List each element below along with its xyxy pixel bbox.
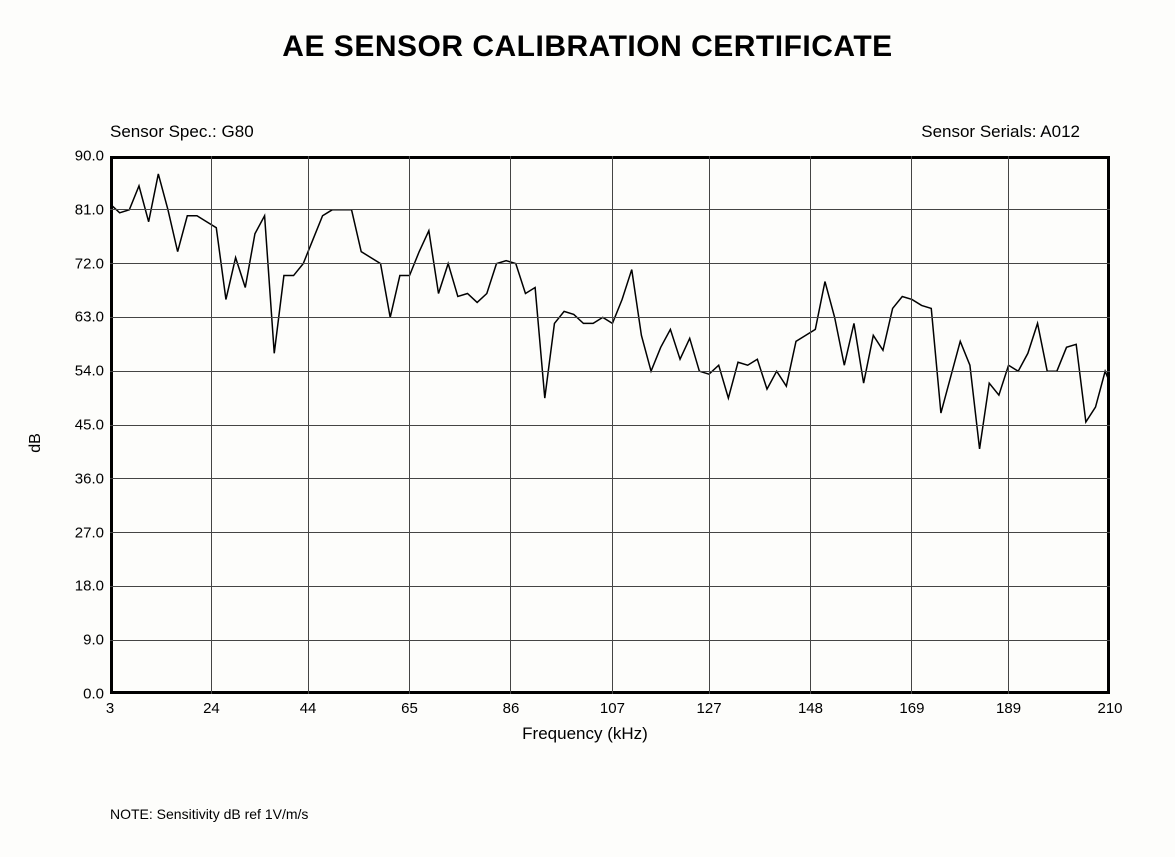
y-tick-label: 90.0 <box>75 148 104 165</box>
x-tick-label: 44 <box>300 700 317 717</box>
gridline-h <box>110 209 1110 210</box>
gridline-h <box>110 425 1110 426</box>
gridline-h <box>110 371 1110 372</box>
x-tick-label: 24 <box>203 700 220 717</box>
x-tick-label: 3 <box>106 700 114 717</box>
sensor-spec-label: Sensor Spec.: <box>110 122 222 141</box>
gridline-h <box>110 640 1110 641</box>
chart: dB 3244465861071271481691892100.09.018.0… <box>30 148 1140 738</box>
x-tick-label: 169 <box>899 700 924 717</box>
x-tick-label: 127 <box>697 700 722 717</box>
y-tick-label: 36.0 <box>75 470 104 487</box>
plot-area: 3244465861071271481691892100.09.018.027.… <box>110 156 1110 694</box>
y-tick-label: 72.0 <box>75 255 104 272</box>
gridline-h <box>110 586 1110 587</box>
gridline-h <box>110 263 1110 264</box>
x-tick-label: 86 <box>503 700 520 717</box>
y-tick-label: 54.0 <box>75 363 104 380</box>
page-title: AE SENSOR CALIBRATION CERTIFICATE <box>0 30 1175 64</box>
x-axis-label: Frequency (kHz) <box>30 724 1140 780</box>
y-tick-label: 27.0 <box>75 524 104 541</box>
x-tick-label: 65 <box>401 700 418 717</box>
gridline-h <box>110 478 1110 479</box>
y-tick-label: 63.0 <box>75 309 104 326</box>
y-tick-label: 45.0 <box>75 417 104 434</box>
x-tick-label: 148 <box>798 700 823 717</box>
y-axis-label: dB <box>27 433 45 453</box>
sensor-serial-label: Sensor Serials: <box>921 122 1040 141</box>
page: AE SENSOR CALIBRATION CERTIFICATE Sensor… <box>0 0 1175 857</box>
sensor-serial-value: A012 <box>1040 122 1080 141</box>
footnote: NOTE: Sensitivity dB ref 1V/m/s <box>110 806 308 822</box>
gridline-h <box>110 532 1110 533</box>
sensor-spec: Sensor Spec.: G80 <box>110 122 254 142</box>
y-tick-label: 18.0 <box>75 578 104 595</box>
x-tick-label: 189 <box>996 700 1021 717</box>
sensor-serial: Sensor Serials: A012 <box>921 122 1080 142</box>
y-tick-label: 81.0 <box>75 201 104 218</box>
y-tick-label: 9.0 <box>83 632 104 649</box>
y-tick-label: 0.0 <box>83 686 104 703</box>
x-tick-label: 107 <box>600 700 625 717</box>
x-tick-label: 210 <box>1097 700 1122 717</box>
sensor-spec-value: G80 <box>222 122 254 141</box>
gridline-h <box>110 317 1110 318</box>
